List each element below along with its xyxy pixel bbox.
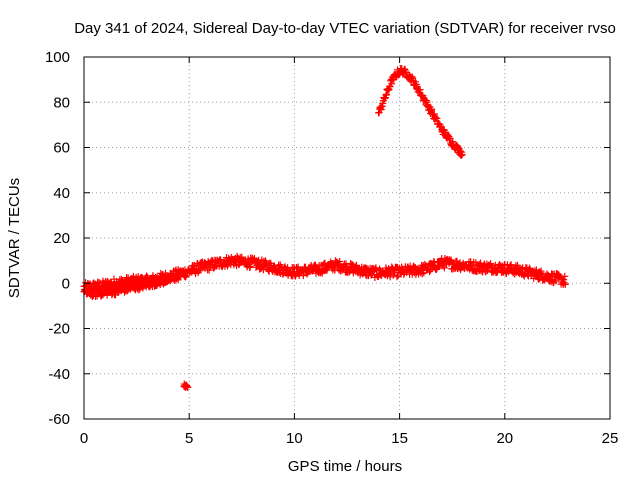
y-tick-label: -20 xyxy=(48,321,70,338)
data-point xyxy=(440,264,448,272)
data-point xyxy=(427,266,435,274)
plot-frame xyxy=(83,56,611,420)
data-point xyxy=(336,257,344,265)
data-point xyxy=(458,151,466,159)
y-tick-label: 80 xyxy=(53,94,70,111)
y-tick-label: -40 xyxy=(48,366,70,383)
data-point xyxy=(184,383,192,391)
x-tick-label: 25 xyxy=(602,430,619,447)
x-tick-label: 15 xyxy=(391,430,408,447)
data-point xyxy=(136,285,144,293)
data-point xyxy=(259,266,267,274)
series-upper-arc xyxy=(375,65,466,160)
data-point xyxy=(174,276,182,284)
data-point xyxy=(196,267,204,275)
chart-title: Day 341 of 2024, Sidereal Day-to-day VTE… xyxy=(74,20,616,37)
data-point xyxy=(426,268,434,276)
y-tick-label: 0 xyxy=(62,275,70,292)
series-main-band xyxy=(80,252,569,295)
data-point xyxy=(246,263,254,271)
data-point xyxy=(561,280,569,288)
y-axis: -60 -40 -20 0 20 40 60 80 100 xyxy=(45,49,610,428)
data-point xyxy=(453,257,461,265)
data-point xyxy=(447,256,455,264)
y-axis-label: SDTVAR / TECUs xyxy=(6,178,23,298)
x-tick-label: 0 xyxy=(80,430,88,447)
y-tick-label: 40 xyxy=(53,185,70,202)
data-point xyxy=(174,270,182,278)
data-point xyxy=(393,273,401,281)
data-point xyxy=(561,272,569,280)
x-tick-label: 5 xyxy=(185,430,193,447)
grid xyxy=(84,57,610,419)
y-tick-label: -60 xyxy=(48,411,70,428)
y-tick-label: 100 xyxy=(45,49,70,66)
data-series xyxy=(80,65,569,391)
data-point xyxy=(410,262,418,270)
x-tick-label: 10 xyxy=(286,430,303,447)
series-outlier xyxy=(180,380,192,391)
y-tick-label: 20 xyxy=(53,230,70,247)
series-lower-band xyxy=(80,270,182,300)
x-axis-label: GPS time / hours xyxy=(288,458,402,475)
x-tick-label: 20 xyxy=(496,430,513,447)
data-point xyxy=(560,279,568,287)
data-point xyxy=(270,262,278,270)
data-point xyxy=(418,270,426,278)
y-tick-label: 60 xyxy=(53,140,70,157)
x-axis: 0 5 10 15 20 25 xyxy=(80,57,619,447)
